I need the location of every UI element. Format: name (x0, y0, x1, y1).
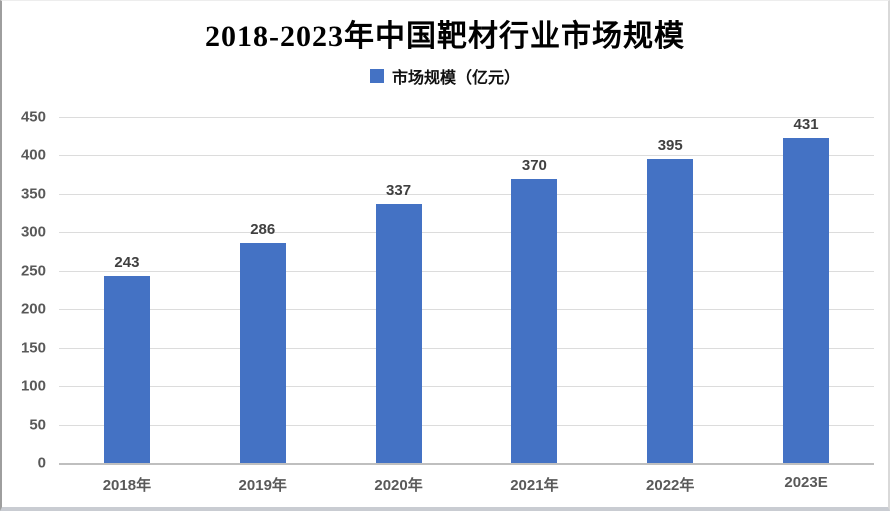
bar-slot: 337 (331, 117, 467, 463)
bar-value-label: 243 (114, 254, 140, 272)
y-tick-label: 200 (20, 300, 46, 318)
bar-slot: 243 (59, 117, 195, 463)
x-tick-label: 2022年 (646, 477, 695, 494)
x-axis: 2018年 2019年 2020年 2021年 2022年 2023E (59, 474, 874, 495)
bar-value-label: 395 (657, 137, 683, 155)
y-tick-label: 50 (29, 416, 46, 434)
y-tick-label: 350 (20, 185, 46, 203)
y-tick-label: 0 (37, 454, 46, 472)
bar-slot: 395 (602, 117, 738, 463)
bar-value-label: 337 (386, 181, 412, 199)
gridline (59, 232, 874, 234)
bar-value-label: 431 (793, 116, 819, 133)
gridline (59, 309, 874, 311)
bar-slot: 370 (466, 117, 602, 463)
bar (511, 178, 558, 463)
y-tick-label: 450 (20, 108, 46, 126)
gridline (59, 424, 874, 426)
bar (239, 243, 286, 463)
bar (647, 159, 694, 463)
y-tick-label: 400 (20, 146, 46, 164)
x-tick-label: 2018年 (102, 477, 152, 494)
bar-value-label: 370 (521, 156, 547, 174)
x-tick-label: 2023E (784, 474, 828, 491)
legend-label: 市场规模（亿元） (391, 70, 520, 87)
bar-slot: 286 (195, 117, 331, 463)
legend-swatch-icon (369, 69, 384, 83)
gridline (59, 155, 874, 157)
bar-value-label: 286 (250, 221, 276, 239)
legend: 市场规模（亿元） (2, 64, 888, 88)
gridline (59, 270, 874, 272)
x-tick-label: 2021年 (510, 477, 559, 494)
bar (783, 138, 830, 463)
y-tick-label: 300 (20, 223, 46, 241)
y-axis: 0 50 100 150 200 250 300 350 400 450 (2, 109, 50, 472)
chart-title: 2018-2023年中国靶材行业市场规模 (205, 20, 685, 53)
gridline (59, 347, 874, 349)
y-tick-label: 100 (20, 377, 46, 395)
x-tick-label: 2019年 (238, 477, 287, 494)
x-tick-label: 2020年 (374, 477, 423, 494)
gridline (59, 117, 874, 118)
x-axis-line (59, 463, 874, 465)
bar-slot: 431 (738, 117, 874, 463)
gridline (59, 193, 874, 195)
plot-area: 243 286 337 370 395 431 (59, 117, 874, 465)
bar (103, 276, 150, 463)
bar (375, 203, 422, 463)
y-tick-label: 250 (20, 262, 46, 280)
y-tick-label: 150 (20, 339, 46, 357)
gridline (59, 386, 874, 388)
bars-container: 243 286 337 370 395 431 (59, 117, 874, 463)
